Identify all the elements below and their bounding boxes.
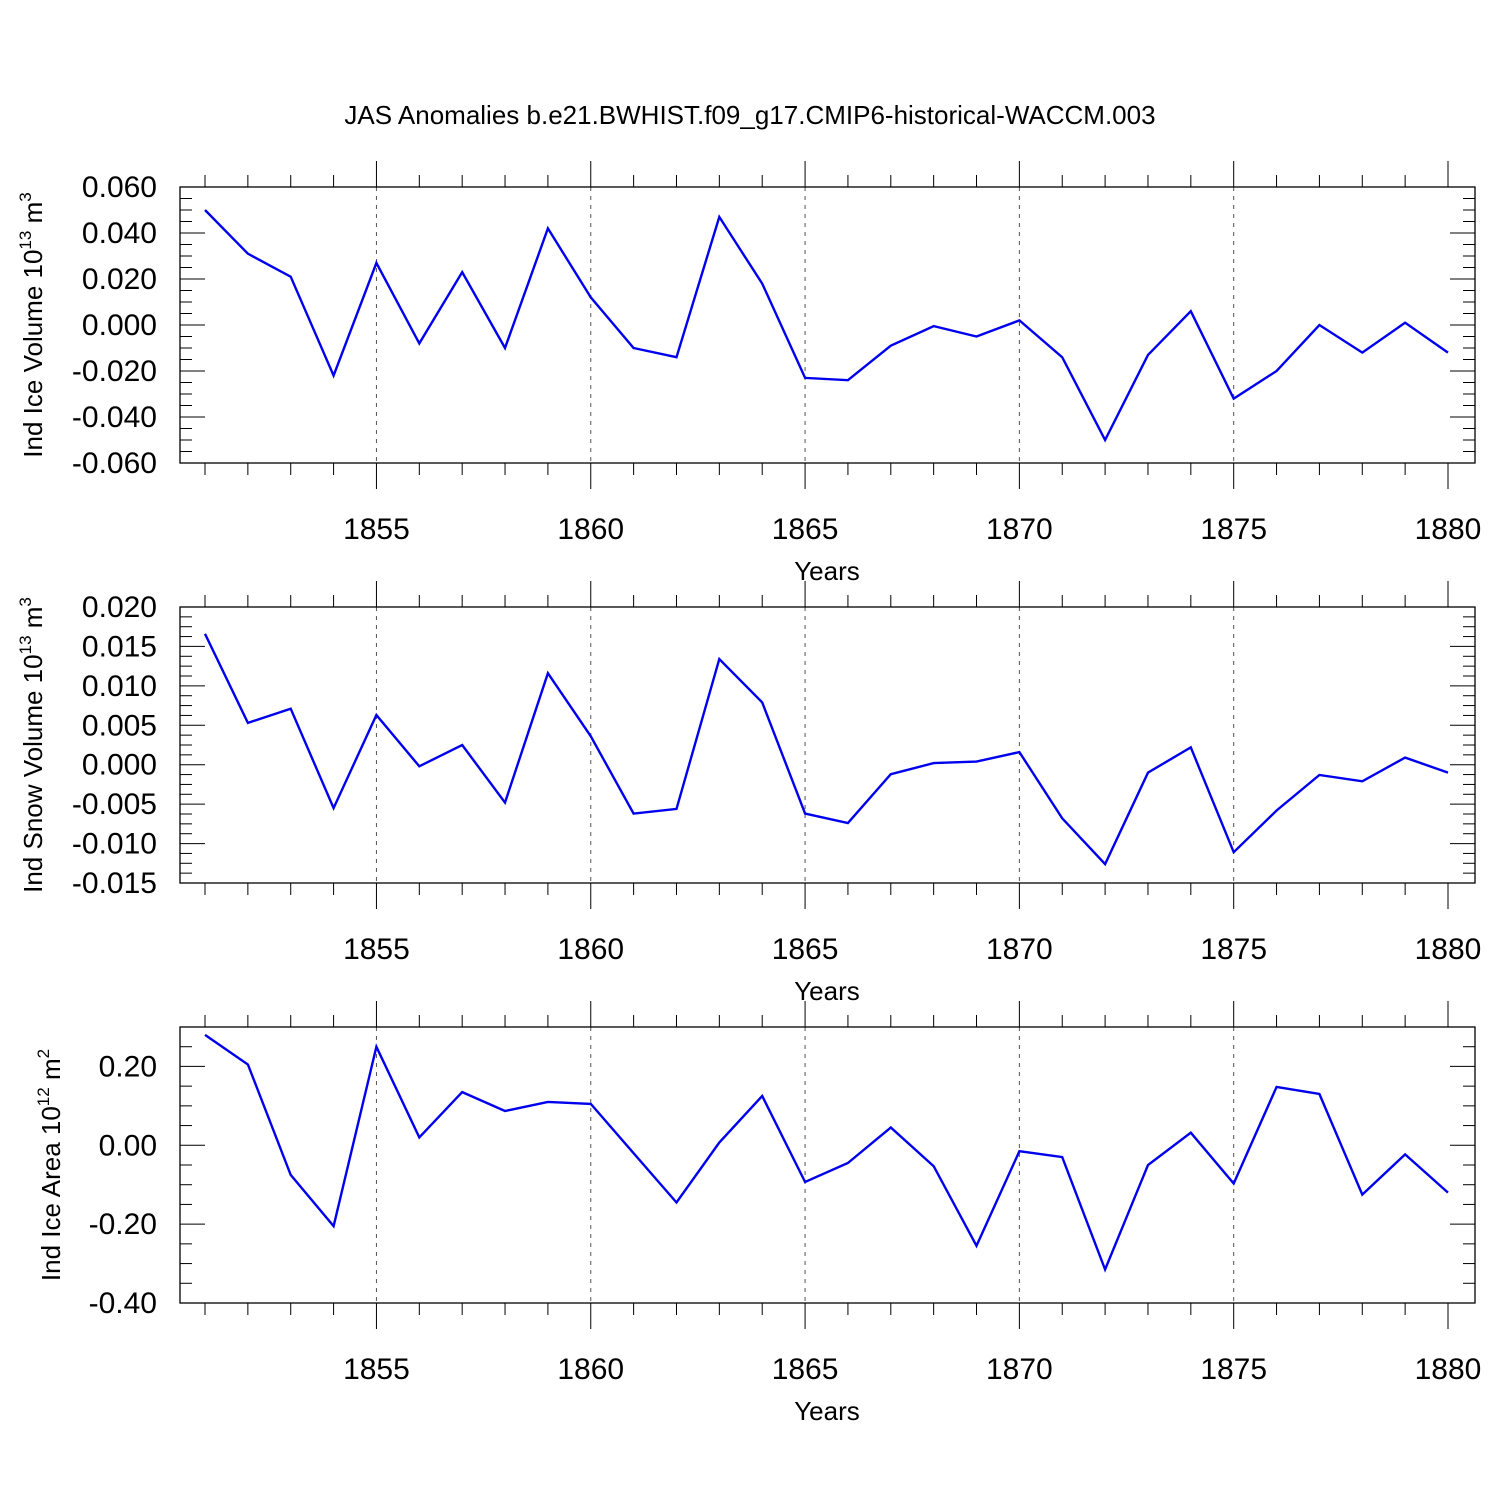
- y-tick-label: 0.015: [82, 630, 157, 663]
- x-axis-label: Years: [794, 556, 860, 586]
- figure-title: JAS Anomalies b.e21.BWHIST.f09_g17.CMIP6…: [344, 100, 1155, 130]
- x-tick-label: 1875: [1200, 1353, 1267, 1386]
- x-axis-label: Years: [794, 1396, 860, 1426]
- plot-frame: [179, 186, 1476, 464]
- series-line: [203, 633, 1449, 867]
- x-tick-label: 1880: [1415, 933, 1482, 966]
- y-tick-label: -0.040: [72, 401, 157, 434]
- y-tick-label: 0.000: [82, 309, 157, 342]
- x-tick-label: 1880: [1415, 513, 1482, 546]
- x-tick-label: 1860: [557, 933, 624, 966]
- panel-ice-volume: -0.060 -0.040 -0.020 0.000 0.020 0.040 0.060 18…: [16, 161, 1481, 586]
- y-tick-label: 0.020: [82, 591, 157, 624]
- y-axis-label: Ind Ice Area 1012 m2: [34, 1049, 66, 1281]
- x-tick-label: 1855: [343, 1353, 410, 1386]
- x-tick-label: 1870: [986, 513, 1053, 546]
- y-tick-label: 0.060: [82, 171, 157, 204]
- y-tick-label: 0.020: [82, 263, 157, 296]
- y-tick-label: -0.40: [89, 1287, 157, 1320]
- x-axis-label: Years: [794, 976, 860, 1006]
- series-line: [204, 1033, 1449, 1273]
- y-tick-label: -0.060: [72, 447, 157, 480]
- x-tick-label: 1860: [557, 1353, 624, 1386]
- y-axis-label: Ind Snow Volume 1013 m3: [16, 597, 48, 893]
- plot-frame: [179, 606, 1476, 884]
- x-tick-label: 1875: [1200, 513, 1267, 546]
- panel-snow-volume: -0.015 -0.010 -0.005 0.000 0.005 0.010 0.015 0.…: [16, 581, 1481, 1006]
- x-tick-label: 1875: [1200, 933, 1267, 966]
- y-tick-label: 0.010: [82, 670, 157, 703]
- y-tick-label: 0.040: [82, 217, 157, 250]
- y-tick-label: -0.015: [72, 867, 157, 900]
- y-axis-label: Ind Ice Volume 1013 m3: [16, 192, 48, 457]
- y-tick-label: -0.005: [72, 788, 157, 821]
- x-tick-label: 1865: [772, 1353, 839, 1386]
- x-tick-label: 1865: [772, 513, 839, 546]
- y-tick-label: 0.005: [82, 709, 157, 742]
- x-tick-label: 1880: [1415, 1353, 1482, 1386]
- y-tick-label: 0.20: [99, 1050, 157, 1083]
- y-tick-label: 0.00: [99, 1129, 157, 1162]
- y-tick-label: -0.020: [72, 355, 157, 388]
- x-tick-label: 1855: [343, 933, 410, 966]
- x-tick-label: 1860: [557, 513, 624, 546]
- x-tick-label: 1865: [772, 933, 839, 966]
- y-tick-label: 0.000: [82, 749, 157, 782]
- panel-ice-area: -0.40 -0.20 0.00 0.20 1855 1860 1865 1870 1875 18…: [34, 1001, 1481, 1426]
- series-line: [204, 209, 1449, 443]
- y-tick-label: -0.010: [72, 828, 157, 861]
- x-tick-label: 1855: [343, 513, 410, 546]
- plot-frame: [179, 1026, 1476, 1304]
- x-tick-label: 1870: [986, 1353, 1053, 1386]
- y-tick-label: -0.20: [89, 1208, 157, 1241]
- x-tick-label: 1870: [986, 933, 1053, 966]
